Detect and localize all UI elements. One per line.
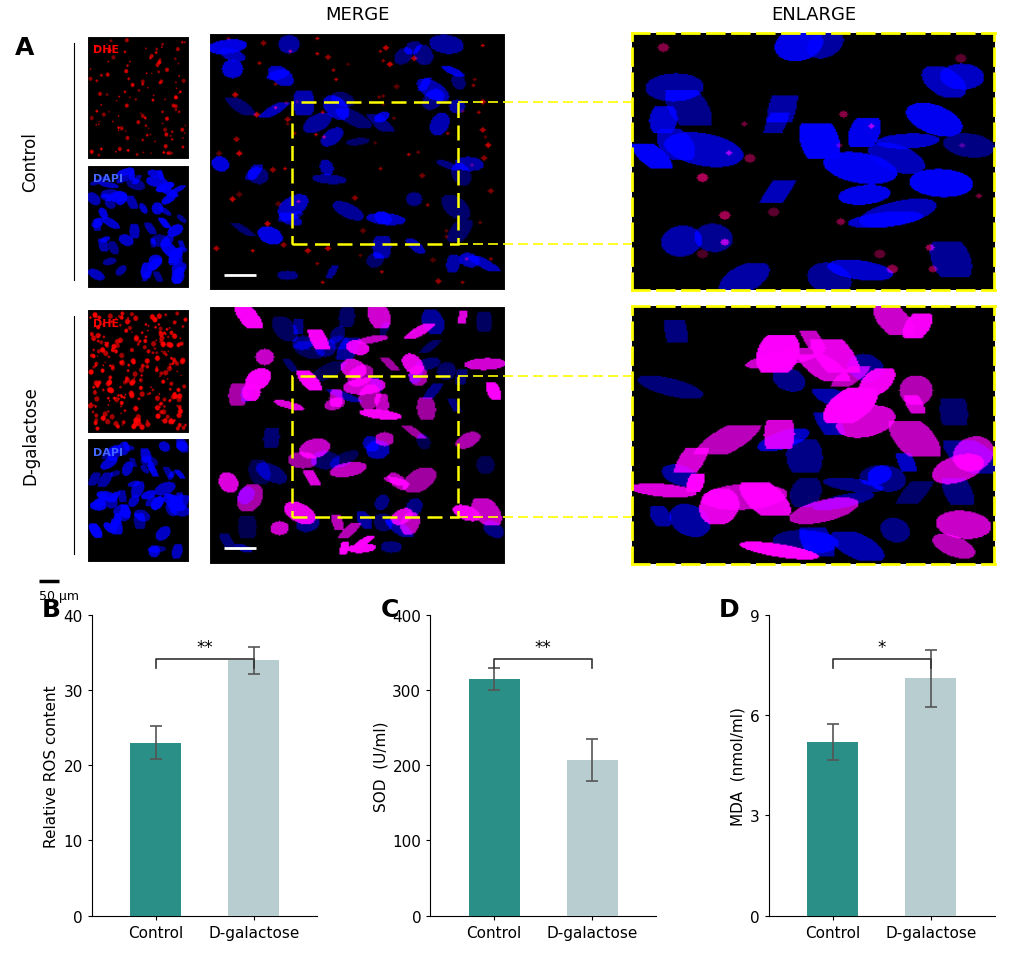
Text: DHE: DHE [93,46,119,55]
Bar [904,678,955,916]
Text: D-galactose: D-galactose [21,387,40,484]
Y-axis label: Relative ROS content: Relative ROS content [44,684,59,847]
Bar [130,743,181,916]
Text: Control: Control [21,133,40,192]
Text: ENLARGE: ENLARGE [770,6,855,24]
Bar [228,661,279,916]
Text: DHE: DHE [93,319,119,328]
Text: DAPI: DAPI [93,174,122,184]
Text: A: A [15,36,35,60]
Bar [291,104,458,244]
Text: **: ** [196,639,213,656]
Y-axis label: MDA  (nmol/ml): MDA (nmol/ml) [731,706,745,825]
Text: **: ** [534,639,551,656]
Bar [468,679,519,916]
Bar [291,377,458,517]
Text: B: B [42,597,61,621]
Text: 50 μm: 50 μm [39,589,78,602]
Text: DAPI: DAPI [93,448,122,457]
Y-axis label: SOD  (U/ml): SOD (U/ml) [373,720,388,811]
Bar [806,742,857,916]
Text: MERGE: MERGE [324,6,389,24]
Text: C: C [380,597,398,621]
Text: D: D [718,597,739,621]
Bar [567,761,618,916]
Text: *: * [876,639,884,656]
